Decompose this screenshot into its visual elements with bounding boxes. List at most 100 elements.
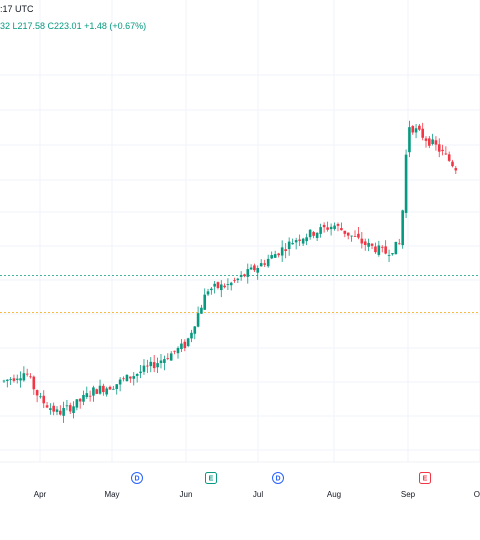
candle-body[interactable]	[408, 127, 411, 153]
candle-body[interactable]	[176, 347, 180, 354]
dividend-marker[interactable]: D	[272, 472, 284, 484]
candle-body[interactable]	[367, 242, 370, 247]
candle-body[interactable]	[219, 284, 223, 291]
candle-body[interactable]	[437, 144, 441, 152]
candle-body[interactable]	[387, 255, 391, 256]
candle-body[interactable]	[277, 253, 280, 256]
candle-body[interactable]	[75, 399, 79, 408]
candle-body[interactable]	[32, 376, 36, 390]
earnings-marker[interactable]: E	[419, 472, 431, 484]
candle-body[interactable]	[319, 227, 322, 234]
candle-body[interactable]	[55, 409, 59, 412]
candle-body[interactable]	[315, 232, 319, 238]
candle-body[interactable]	[233, 280, 236, 282]
candle-body[interactable]	[329, 226, 333, 230]
candle-body[interactable]	[9, 379, 12, 380]
candle-body[interactable]	[353, 236, 357, 237]
candles[interactable]	[2, 120, 458, 423]
candle-body[interactable]	[35, 390, 39, 396]
candle-body[interactable]	[249, 267, 253, 270]
candle-body[interactable]	[451, 161, 454, 167]
candle-body[interactable]	[287, 241, 291, 250]
candle-body[interactable]	[447, 154, 451, 161]
candle-body[interactable]	[256, 268, 260, 273]
candle-body[interactable]	[65, 405, 69, 407]
candle-body[interactable]	[363, 241, 367, 245]
candle-body[interactable]	[401, 210, 404, 246]
candle-body[interactable]	[444, 153, 448, 155]
candle-body[interactable]	[322, 224, 326, 228]
candle-body[interactable]	[163, 359, 166, 363]
candle-body[interactable]	[45, 405, 49, 408]
candle-body[interactable]	[301, 238, 305, 244]
candle-body[interactable]	[193, 326, 197, 334]
candle-body[interactable]	[343, 230, 347, 234]
candle-body[interactable]	[380, 246, 384, 248]
candle-body[interactable]	[270, 255, 273, 259]
candle-body[interactable]	[68, 405, 72, 412]
candle-body[interactable]	[92, 387, 95, 396]
candle-body[interactable]	[82, 394, 85, 402]
candle-body[interactable]	[122, 378, 125, 380]
candle-body[interactable]	[434, 140, 438, 145]
candle-body[interactable]	[125, 374, 129, 382]
candle-body[interactable]	[12, 378, 16, 381]
candle-body[interactable]	[340, 228, 343, 231]
candle-body[interactable]	[98, 385, 102, 394]
candle-body[interactable]	[59, 410, 62, 415]
candle-body[interactable]	[239, 274, 243, 277]
candle-body[interactable]	[223, 285, 226, 288]
candle-body[interactable]	[273, 254, 277, 258]
candle-body[interactable]	[186, 338, 190, 346]
candle-body[interactable]	[196, 313, 200, 327]
candle-body[interactable]	[384, 246, 387, 254]
candle-body[interactable]	[15, 378, 19, 380]
candle-body[interactable]	[203, 294, 207, 310]
candle-body[interactable]	[243, 274, 246, 277]
candle-body[interactable]	[284, 249, 287, 251]
candle-body[interactable]	[213, 283, 216, 287]
candle-body[interactable]	[62, 407, 65, 416]
candle-body[interactable]	[333, 225, 336, 230]
candle-body[interactable]	[25, 373, 29, 375]
candle-body[interactable]	[78, 398, 82, 402]
candle-body[interactable]	[374, 246, 377, 253]
candle-body[interactable]	[263, 263, 266, 265]
candle-body[interactable]	[226, 284, 230, 285]
candle-body[interactable]	[308, 229, 312, 238]
candle-body[interactable]	[210, 288, 213, 291]
candle-body[interactable]	[236, 278, 240, 281]
candle-body[interactable]	[39, 396, 42, 398]
earnings-marker[interactable]: E	[205, 472, 217, 484]
candle-body[interactable]	[42, 395, 46, 404]
candle-body[interactable]	[216, 282, 220, 289]
candle-body[interactable]	[428, 138, 431, 146]
candle-body[interactable]	[206, 291, 210, 295]
candle-body[interactable]	[19, 378, 22, 381]
candle-body[interactable]	[129, 376, 132, 379]
candle-body[interactable]	[156, 363, 159, 368]
candle-body[interactable]	[312, 232, 315, 236]
candle-body[interactable]	[166, 358, 170, 359]
candle-body[interactable]	[142, 365, 146, 372]
candle-body[interactable]	[112, 388, 115, 390]
candle-body[interactable]	[326, 227, 329, 230]
dividend-marker[interactable]: D	[131, 472, 143, 484]
candle-body[interactable]	[370, 243, 374, 246]
candle-body[interactable]	[266, 258, 270, 267]
candle-body[interactable]	[159, 360, 163, 364]
candle-body[interactable]	[6, 379, 9, 381]
candle-body[interactable]	[149, 361, 153, 367]
candle-body[interactable]	[441, 149, 444, 152]
candle-body[interactable]	[29, 376, 32, 378]
candle-body[interactable]	[108, 386, 112, 390]
candle-body[interactable]	[421, 128, 424, 138]
candle-body[interactable]	[52, 405, 55, 412]
candle-body[interactable]	[132, 376, 136, 379]
candle-body[interactable]	[95, 389, 99, 394]
candle-body[interactable]	[404, 154, 408, 213]
candle-body[interactable]	[190, 332, 193, 339]
candle-body[interactable]	[180, 343, 183, 350]
